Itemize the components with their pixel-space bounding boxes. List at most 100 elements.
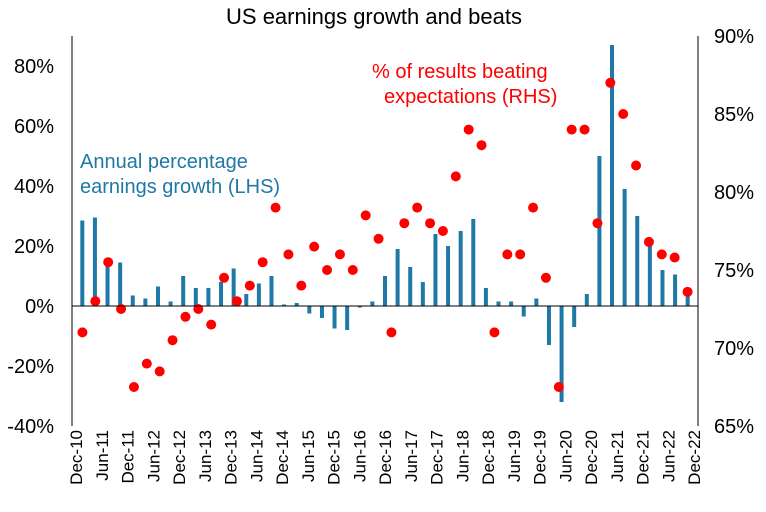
growth-bar (395, 249, 400, 306)
right-tick-label: 70% (714, 338, 754, 360)
chart-title: US earnings growth and beats (226, 4, 522, 29)
beats-dot (502, 249, 513, 260)
growth-bar (458, 231, 463, 306)
earnings-growth-bars (80, 45, 690, 402)
x-tick-label: Dec-12 (170, 430, 189, 485)
growth-bar (80, 220, 85, 306)
growth-bar (357, 306, 362, 308)
growth-bar (534, 298, 539, 306)
beats-dot (347, 265, 358, 275)
x-tick-label: Jun-17 (402, 430, 421, 482)
beats-dot (373, 233, 384, 244)
beats-dot (399, 218, 410, 229)
beats-dot (283, 249, 294, 260)
growth-bar (168, 301, 173, 306)
x-tick-label: Dec-14 (273, 430, 292, 485)
x-tick-label: Jun-16 (350, 430, 369, 482)
growth-bar (647, 243, 652, 306)
growth-bar (660, 270, 665, 306)
x-tick-label: Dec-21 (634, 430, 653, 485)
beats-dot (296, 280, 307, 291)
left-tick-label: 20% (14, 236, 54, 258)
beats-dot (579, 124, 590, 135)
beats-dot (566, 124, 577, 135)
x-tick-label: Jun-14 (247, 430, 266, 482)
growth-bar (219, 282, 224, 306)
growth-bar (105, 264, 110, 306)
x-tick-label: Jun-20 (556, 430, 575, 482)
beats-dot (463, 124, 474, 135)
beats-dot (103, 257, 114, 268)
growth-bar (509, 301, 514, 306)
x-tick-label: Dec-20 (582, 430, 601, 485)
beats-dot (322, 265, 333, 275)
axis-lines (71, 36, 699, 426)
x-tick-label: Dec-15 (325, 430, 344, 485)
growth-bar (420, 282, 425, 306)
growth-bar (685, 292, 690, 306)
left-tick-label: -40% (7, 416, 54, 438)
beats-dot (528, 202, 539, 213)
growth-bar (332, 306, 337, 329)
beats-dot (128, 382, 139, 392)
x-tick-label: Jun-11 (93, 430, 112, 481)
x-tick-label: Dec-13 (222, 430, 241, 485)
rhs-annotation-line1: % of results beating (372, 61, 548, 83)
growth-bar (307, 306, 312, 314)
beats-dot (682, 286, 693, 297)
beats-dot (643, 236, 654, 247)
growth-bar (635, 216, 640, 306)
growth-bar (345, 306, 350, 330)
x-tick-label: Dec-16 (376, 430, 395, 485)
x-tick-label: Jun-12 (144, 430, 163, 482)
beats-dot (257, 257, 268, 268)
x-tick-label: Dec-11 (119, 430, 138, 484)
growth-bar (206, 288, 211, 306)
beats-dot (360, 210, 371, 221)
x-axis: Dec-10 Jun-11 Dec-11 Jun-12 Dec-12 Jun-13 Dec-… (67, 430, 704, 485)
growth-bar (143, 298, 148, 306)
beats-dot (270, 202, 281, 213)
growth-bar (471, 219, 476, 306)
x-tick-label: Dec-19 (531, 430, 550, 485)
beats-dots (77, 77, 693, 392)
beats-dot (167, 335, 178, 346)
beats-dot (219, 272, 230, 283)
beats-dot (334, 249, 345, 260)
beats-dot (141, 358, 152, 369)
beats-dot (515, 249, 526, 260)
left-tick-label: -20% (7, 356, 54, 378)
beats-dot (425, 218, 436, 229)
beats-dot (592, 218, 603, 229)
growth-bar (181, 276, 186, 306)
beats-dot (154, 366, 165, 377)
beats-dot (489, 327, 500, 338)
x-tick-label: Jun-21 (608, 430, 627, 482)
beats-dot (437, 226, 448, 236)
growth-bar (269, 276, 274, 306)
left-axis: -40% -20% 0% 20% 40% 60% 80% (7, 56, 54, 438)
beats-dot (309, 241, 320, 252)
x-tick-label: Dec-10 (67, 430, 86, 485)
beats-dot (656, 249, 667, 260)
beats-dot (412, 202, 423, 213)
right-tick-label: 80% (714, 182, 754, 204)
rhs-annotation-line2: expectations (RHS) (384, 86, 557, 108)
growth-bar (155, 286, 160, 306)
right-tick-label: 90% (714, 26, 754, 48)
x-tick-label: Dec-18 (479, 430, 498, 485)
x-tick-label: Dec-17 (428, 430, 447, 485)
growth-bar (256, 283, 261, 306)
beats-dot (450, 171, 461, 182)
x-tick-label: Jun-19 (505, 430, 524, 482)
growth-bar (673, 274, 678, 306)
beats-dot (669, 252, 680, 263)
growth-bar (118, 262, 123, 306)
beats-dot (231, 296, 242, 307)
left-tick-label: 60% (14, 116, 54, 138)
growth-bar (433, 234, 438, 306)
beats-dot (244, 280, 255, 291)
growth-bar (370, 301, 375, 306)
lhs-annotation-line2: earnings growth (LHS) (80, 176, 280, 198)
